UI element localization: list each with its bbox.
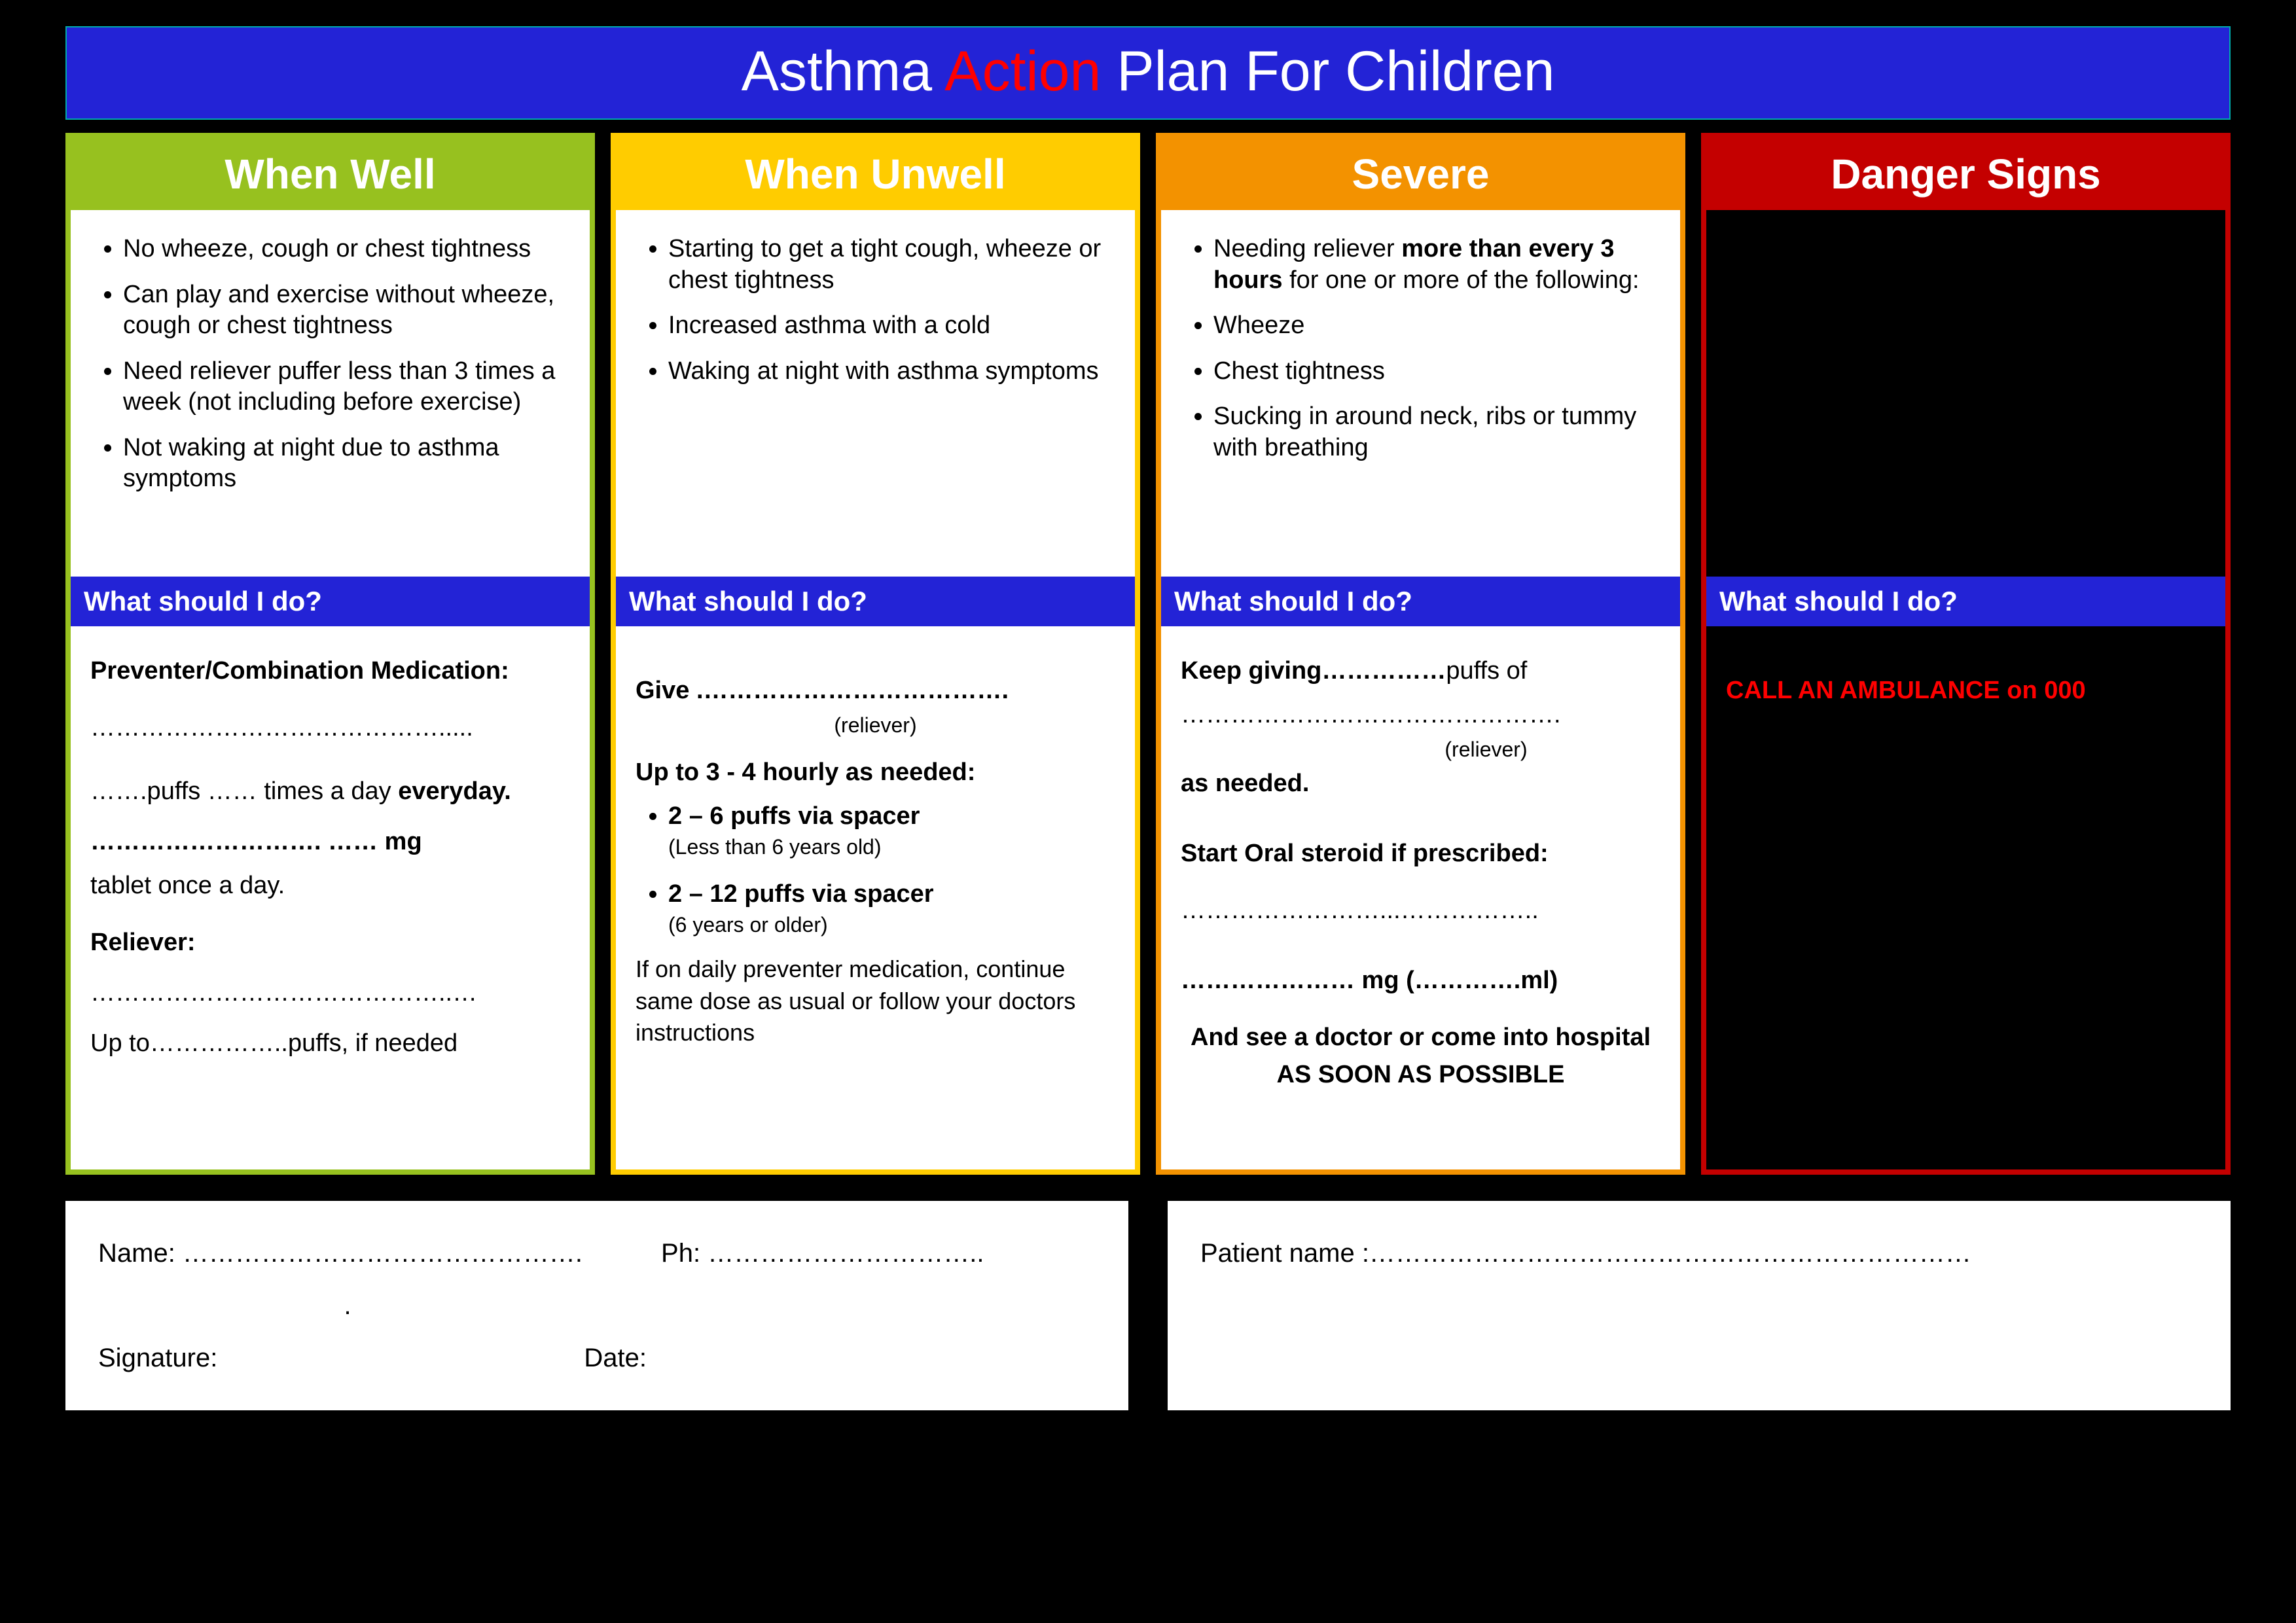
footer-name: Name: ………………………………………. — [98, 1227, 583, 1279]
footer-patient: Patient name :…………………………………………………………… — [1200, 1239, 1971, 1268]
unwell-give-note: (reliever) — [636, 709, 1115, 741]
well-symptom: Not waking at night due to asthma sympto… — [123, 433, 570, 495]
col-severe-actions: Keep giving……………puffs of ………………………………………… — [1161, 626, 1680, 1169]
title-post: Plan For Children — [1101, 40, 1554, 103]
col-danger-symptoms — [1706, 210, 2225, 577]
title-bar: Asthma Action Plan For Children — [65, 26, 2231, 120]
col-unwell-subbar: What should I do? — [616, 577, 1135, 626]
severe-symptom: Sucking in around neck, ribs or tummy wi… — [1213, 401, 1660, 463]
footer-row: Name: ………………………………………. Ph: ………………………….. … — [65, 1201, 2231, 1410]
severe-symptom: Wheeze — [1213, 310, 1660, 342]
col-unwell: When Unwell Starting to get a tight coug… — [611, 133, 1140, 1175]
severe-steroid-blank: ……………………...…………….. — [1181, 892, 1660, 929]
unwell-symptom: Increased asthma with a cold — [668, 310, 1115, 342]
severe-keep-line: Keep giving……………puffs of — [1181, 652, 1660, 690]
col-severe-symptoms: Needing reliever more than every 3 hours… — [1161, 210, 1680, 577]
col-severe: Severe Needing reliever more than every … — [1156, 133, 1685, 1175]
col-danger-subbar: What should I do? — [1706, 577, 2225, 626]
col-well-symptoms: No wheeze, cough or chest tightness Can … — [71, 210, 590, 577]
severe-intro: Needing reliever more than every 3 hours… — [1213, 234, 1660, 296]
col-well-actions: Preventer/Combination Medication: ………………… — [71, 626, 590, 1169]
well-med-heading: Preventer/Combination Medication: — [90, 652, 570, 690]
well-upto-line: Up to……………..puffs, if needed — [90, 1025, 570, 1062]
severe-steroid-label: Start Oral steroid if prescribed: — [1181, 835, 1660, 872]
well-symptom: Can play and exercise without wheeze, co… — [123, 279, 570, 342]
title-pre: Asthma — [742, 40, 945, 103]
footer-sig: Signature: — [98, 1332, 217, 1384]
title-accent: Action — [944, 40, 1101, 103]
unwell-dose1: 2 – 6 puffs via spacer(Less than 6 years… — [668, 798, 1115, 863]
col-danger-actions: CALL AN AMBULANCE on 000 — [1706, 626, 2225, 1169]
well-tablet-line: tablet once a day. — [90, 867, 570, 904]
col-well-subbar: What should I do? — [71, 577, 590, 626]
footer-right: Patient name :…………………………………………………………… — [1168, 1201, 2231, 1410]
footer-left: Name: ………………………………………. Ph: ………………………….. … — [65, 1201, 1128, 1410]
well-blank-line2: ……………………………………..… — [90, 974, 570, 1012]
well-mg-line: ………………………. …… mg — [90, 823, 570, 861]
severe-doctor-line: And see a doctor or come into hospital A… — [1181, 1019, 1660, 1094]
col-well-header: When Well — [71, 138, 590, 210]
col-unwell-symptoms: Starting to get a tight cough, wheeze or… — [616, 210, 1135, 577]
danger-call-line: CALL AN AMBULANCE on 000 — [1726, 672, 2206, 709]
well-symptom: Need reliever puffer less than 3 times a… — [123, 356, 570, 418]
severe-reliever-note: (reliever) — [1181, 734, 1660, 765]
unwell-footer-note: If on daily preventer medication, contin… — [636, 954, 1115, 1049]
footer-dot: . — [344, 1291, 351, 1320]
well-blank-line: ……………………………………..... — [90, 709, 570, 747]
unwell-symptom: Starting to get a tight cough, wheeze or… — [668, 234, 1115, 296]
well-reliever-label: Reliever: — [90, 924, 570, 961]
columns-row: When Well No wheeze, cough or chest tigh… — [65, 133, 2231, 1175]
well-symptom: No wheeze, cough or chest tightness — [123, 234, 570, 265]
footer-ph: Ph: ………………………….. — [661, 1227, 984, 1279]
unwell-dose2: 2 – 12 puffs via spacer(6 years or older… — [668, 876, 1115, 940]
col-danger: Danger Signs What should I do? CALL AN A… — [1701, 133, 2231, 1175]
col-severe-header: Severe — [1161, 138, 1680, 210]
unwell-freq-label: Up to 3 - 4 hourly as needed: — [636, 754, 1115, 791]
col-severe-subbar: What should I do? — [1161, 577, 1680, 626]
well-puffs-line: …….puffs …… times a day everyday. — [90, 773, 570, 810]
footer-date: Date: — [584, 1332, 647, 1384]
unwell-symptom: Waking at night with asthma symptoms — [668, 356, 1115, 387]
col-unwell-header: When Unwell — [616, 138, 1135, 210]
col-danger-header: Danger Signs — [1706, 138, 2225, 210]
col-well: When Well No wheeze, cough or chest tigh… — [65, 133, 595, 1175]
severe-asneeded: as needed. — [1181, 765, 1660, 802]
severe-mg-line: ………………… mg (………….ml) — [1181, 962, 1660, 999]
severe-blank-line: ………………………………………. — [1181, 696, 1660, 734]
col-unwell-actions: Give .………………………………. (reliever) Up to 3 -… — [616, 626, 1135, 1169]
severe-symptom: Chest tightness — [1213, 356, 1660, 387]
unwell-give-line: Give .………………………………. — [636, 672, 1115, 709]
